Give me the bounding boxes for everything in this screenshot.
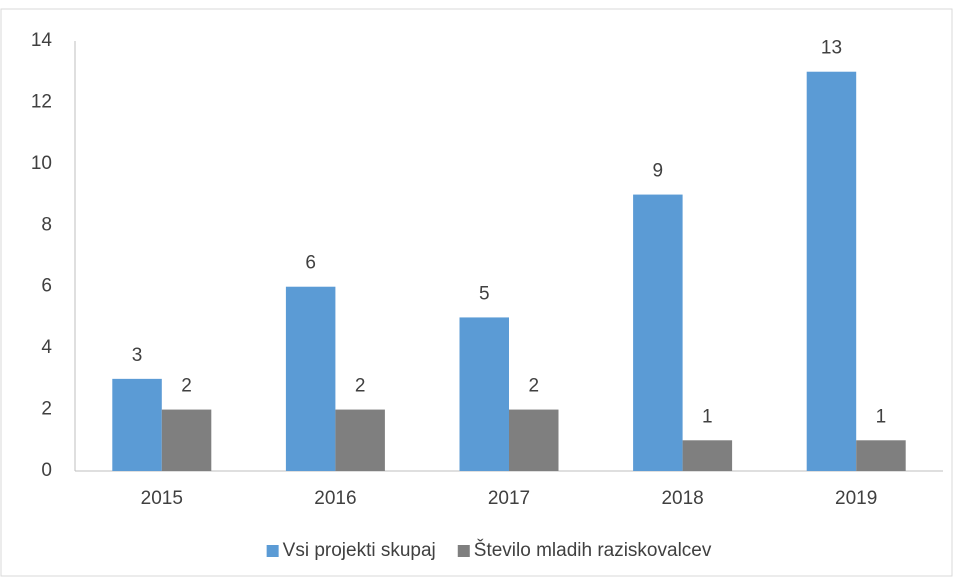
bar [856, 440, 906, 471]
bar [509, 409, 559, 471]
bar [161, 409, 212, 471]
bar [806, 71, 857, 471]
x-tick-label: 2018 [661, 488, 703, 509]
value-label: 1 [702, 406, 713, 427]
legend-label: Vsi projekti skupaj [283, 540, 436, 561]
bar [633, 194, 683, 472]
value-label: 6 [305, 253, 316, 274]
value-label: 2 [181, 376, 192, 397]
y-tick-label: 6 [41, 276, 52, 297]
y-tick-label: 10 [31, 153, 52, 174]
bar [459, 317, 509, 471]
y-tick-label: 14 [31, 30, 53, 51]
x-tick-label: 2016 [314, 488, 356, 509]
bar [335, 409, 385, 471]
value-label: 9 [653, 161, 664, 182]
bar [285, 286, 336, 471]
y-tick-label: 2 [41, 399, 52, 420]
y-tick-label: 12 [31, 91, 52, 112]
bar [682, 440, 733, 471]
y-tick-label: 8 [41, 214, 52, 235]
bar [112, 378, 162, 471]
value-label: 1 [876, 406, 887, 427]
x-tick-label: 2019 [835, 488, 877, 509]
y-tick-label: 4 [41, 337, 52, 358]
legend-label: Število mladih raziskovalcev [474, 539, 712, 561]
value-label: 2 [528, 376, 539, 397]
value-label: 5 [479, 283, 490, 304]
legend-swatch [266, 545, 279, 557]
legend-swatch [457, 545, 470, 557]
value-label: 13 [821, 38, 842, 59]
chart-border [0, 8, 953, 577]
x-tick-label: 2017 [488, 488, 530, 509]
x-tick-label: 2015 [141, 488, 183, 509]
y-tick-label: 0 [41, 460, 52, 481]
value-label: 2 [355, 376, 366, 397]
value-label: 3 [132, 345, 143, 366]
